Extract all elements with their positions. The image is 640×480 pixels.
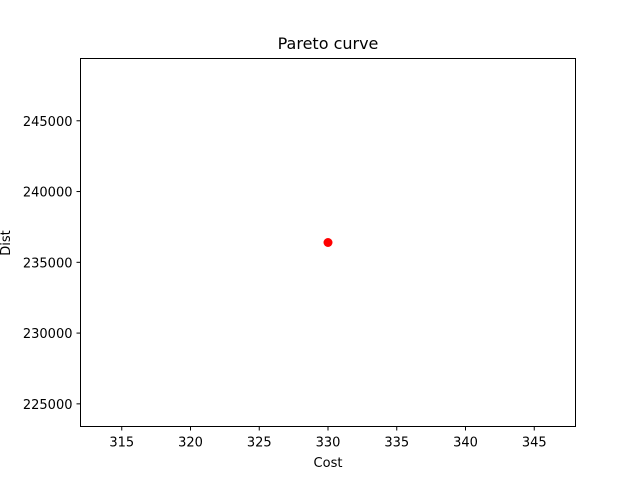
plot-frame bbox=[80, 58, 576, 427]
y-tick-label: 245000 bbox=[23, 115, 73, 130]
x-tick-label: 315 bbox=[109, 436, 134, 451]
y-tick-label: 240000 bbox=[23, 186, 73, 201]
x-tick-label: 330 bbox=[316, 436, 341, 451]
x-tick-label: 345 bbox=[522, 436, 547, 451]
chart-title: Pareto curve bbox=[278, 34, 379, 53]
y-tick-label: 225000 bbox=[23, 398, 73, 413]
x-tick-label: 340 bbox=[453, 436, 478, 451]
data-points bbox=[323, 238, 333, 247]
y-tick-label: 230000 bbox=[23, 327, 73, 342]
x-tick-label: 320 bbox=[178, 436, 203, 451]
data-point bbox=[323, 238, 333, 247]
x-axis-label: Cost bbox=[314, 456, 343, 471]
y-axis-ticks: 225000 230000 235000 240000 245000 bbox=[23, 115, 81, 413]
x-axis-ticks: 315 320 325 330 335 340 345 bbox=[109, 426, 547, 451]
x-tick-label: 335 bbox=[384, 436, 409, 451]
y-axis-label: Dist bbox=[0, 230, 14, 256]
x-tick-label: 325 bbox=[247, 436, 272, 451]
y-tick-label: 235000 bbox=[23, 256, 73, 271]
